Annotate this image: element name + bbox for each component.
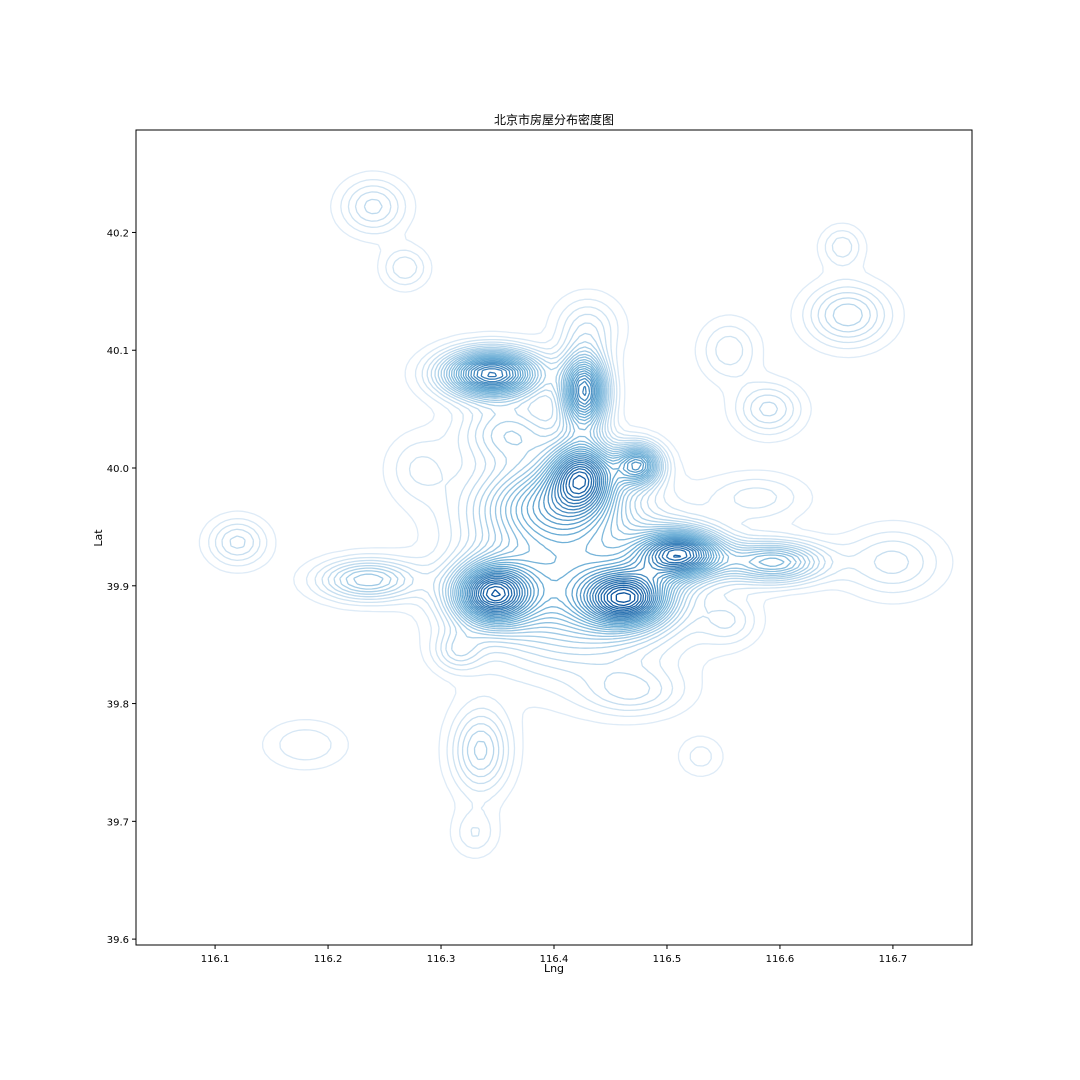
contour-level-28	[485, 474, 639, 609]
x-tick-label: 116.6	[766, 954, 795, 965]
contour-level-17	[462, 359, 713, 625]
contour-level-8	[345, 346, 811, 644]
y-tick-label: 40.2	[107, 228, 129, 239]
x-tick-label: 116.4	[540, 954, 569, 965]
contour-layer	[198, 170, 954, 859]
contour-level-6	[333, 303, 863, 770]
contour-level-27	[482, 471, 682, 610]
contour-level-1	[198, 170, 954, 859]
contour-level-4	[221, 191, 910, 785]
x-tick-label: 116.7	[879, 954, 908, 965]
contour-level-10	[445, 350, 802, 638]
contour-level-14	[455, 355, 721, 629]
x-axis-label: Lng	[544, 962, 564, 975]
y-tick-label: 39.9	[107, 582, 129, 593]
y-tick-label: 39.7	[107, 817, 129, 828]
contour-level-18	[464, 360, 710, 623]
x-tick-label: 116.5	[653, 954, 682, 965]
contour-level-2	[208, 178, 938, 849]
y-tick-label: 39.6	[107, 935, 129, 946]
contour-level-26	[479, 468, 688, 612]
contour-level-16	[460, 358, 715, 626]
y-tick-label: 40.0	[107, 464, 129, 475]
y-tick-label: 39.8	[107, 700, 129, 711]
y-axis-label: Lat	[92, 529, 105, 547]
contour-level-5	[229, 198, 871, 778]
y-axis-ticks: 39.6 39.7 39.8 39.9 40.0 40.1 40.2	[107, 228, 136, 946]
contour-level-21	[470, 364, 703, 619]
y-tick-label: 40.1	[107, 346, 129, 357]
contour-level-30	[615, 592, 631, 603]
contour-level-22	[471, 366, 700, 618]
contour-level-7	[339, 340, 816, 761]
chart-title: 北京市房屋分布密度图	[494, 112, 614, 127]
contour-level-24	[475, 371, 695, 615]
contour-level-20	[468, 362, 705, 620]
x-tick-label: 116.2	[314, 954, 343, 965]
contour-level-23	[473, 368, 698, 616]
contour-level-9	[353, 349, 807, 640]
contour-level-13	[453, 354, 785, 631]
x-axis-ticks: 116.1 116.2 116.3 116.4 116.5 116.6 116.7	[201, 945, 907, 965]
contour-level-29	[490, 588, 636, 607]
contour-level-11	[448, 352, 797, 635]
x-tick-label: 116.3	[427, 954, 456, 965]
contour-level-3	[214, 185, 924, 837]
contour-level-25	[477, 465, 692, 614]
x-tick-label: 116.1	[201, 954, 230, 965]
contour-level-19	[466, 361, 708, 622]
contour-level-15	[458, 356, 718, 628]
contour-level-12	[450, 353, 792, 633]
